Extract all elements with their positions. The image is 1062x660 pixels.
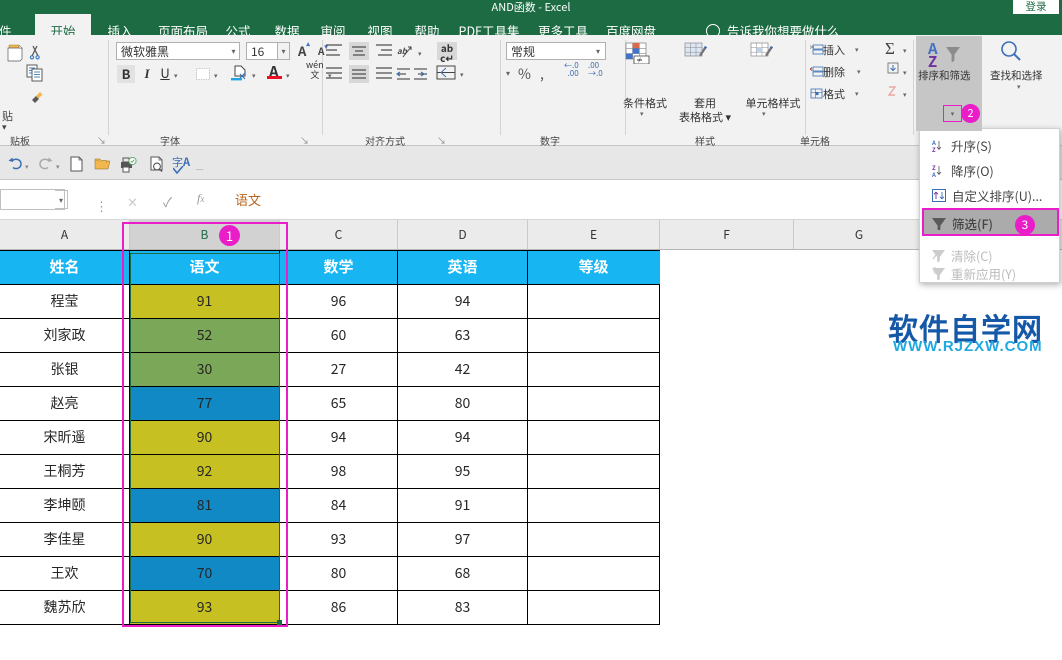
svg-text:A: A xyxy=(932,170,936,177)
svg-text:ab: ab xyxy=(397,46,408,57)
svg-text:≠: ≠ xyxy=(636,56,643,65)
svg-text:Z: Z xyxy=(932,145,936,152)
